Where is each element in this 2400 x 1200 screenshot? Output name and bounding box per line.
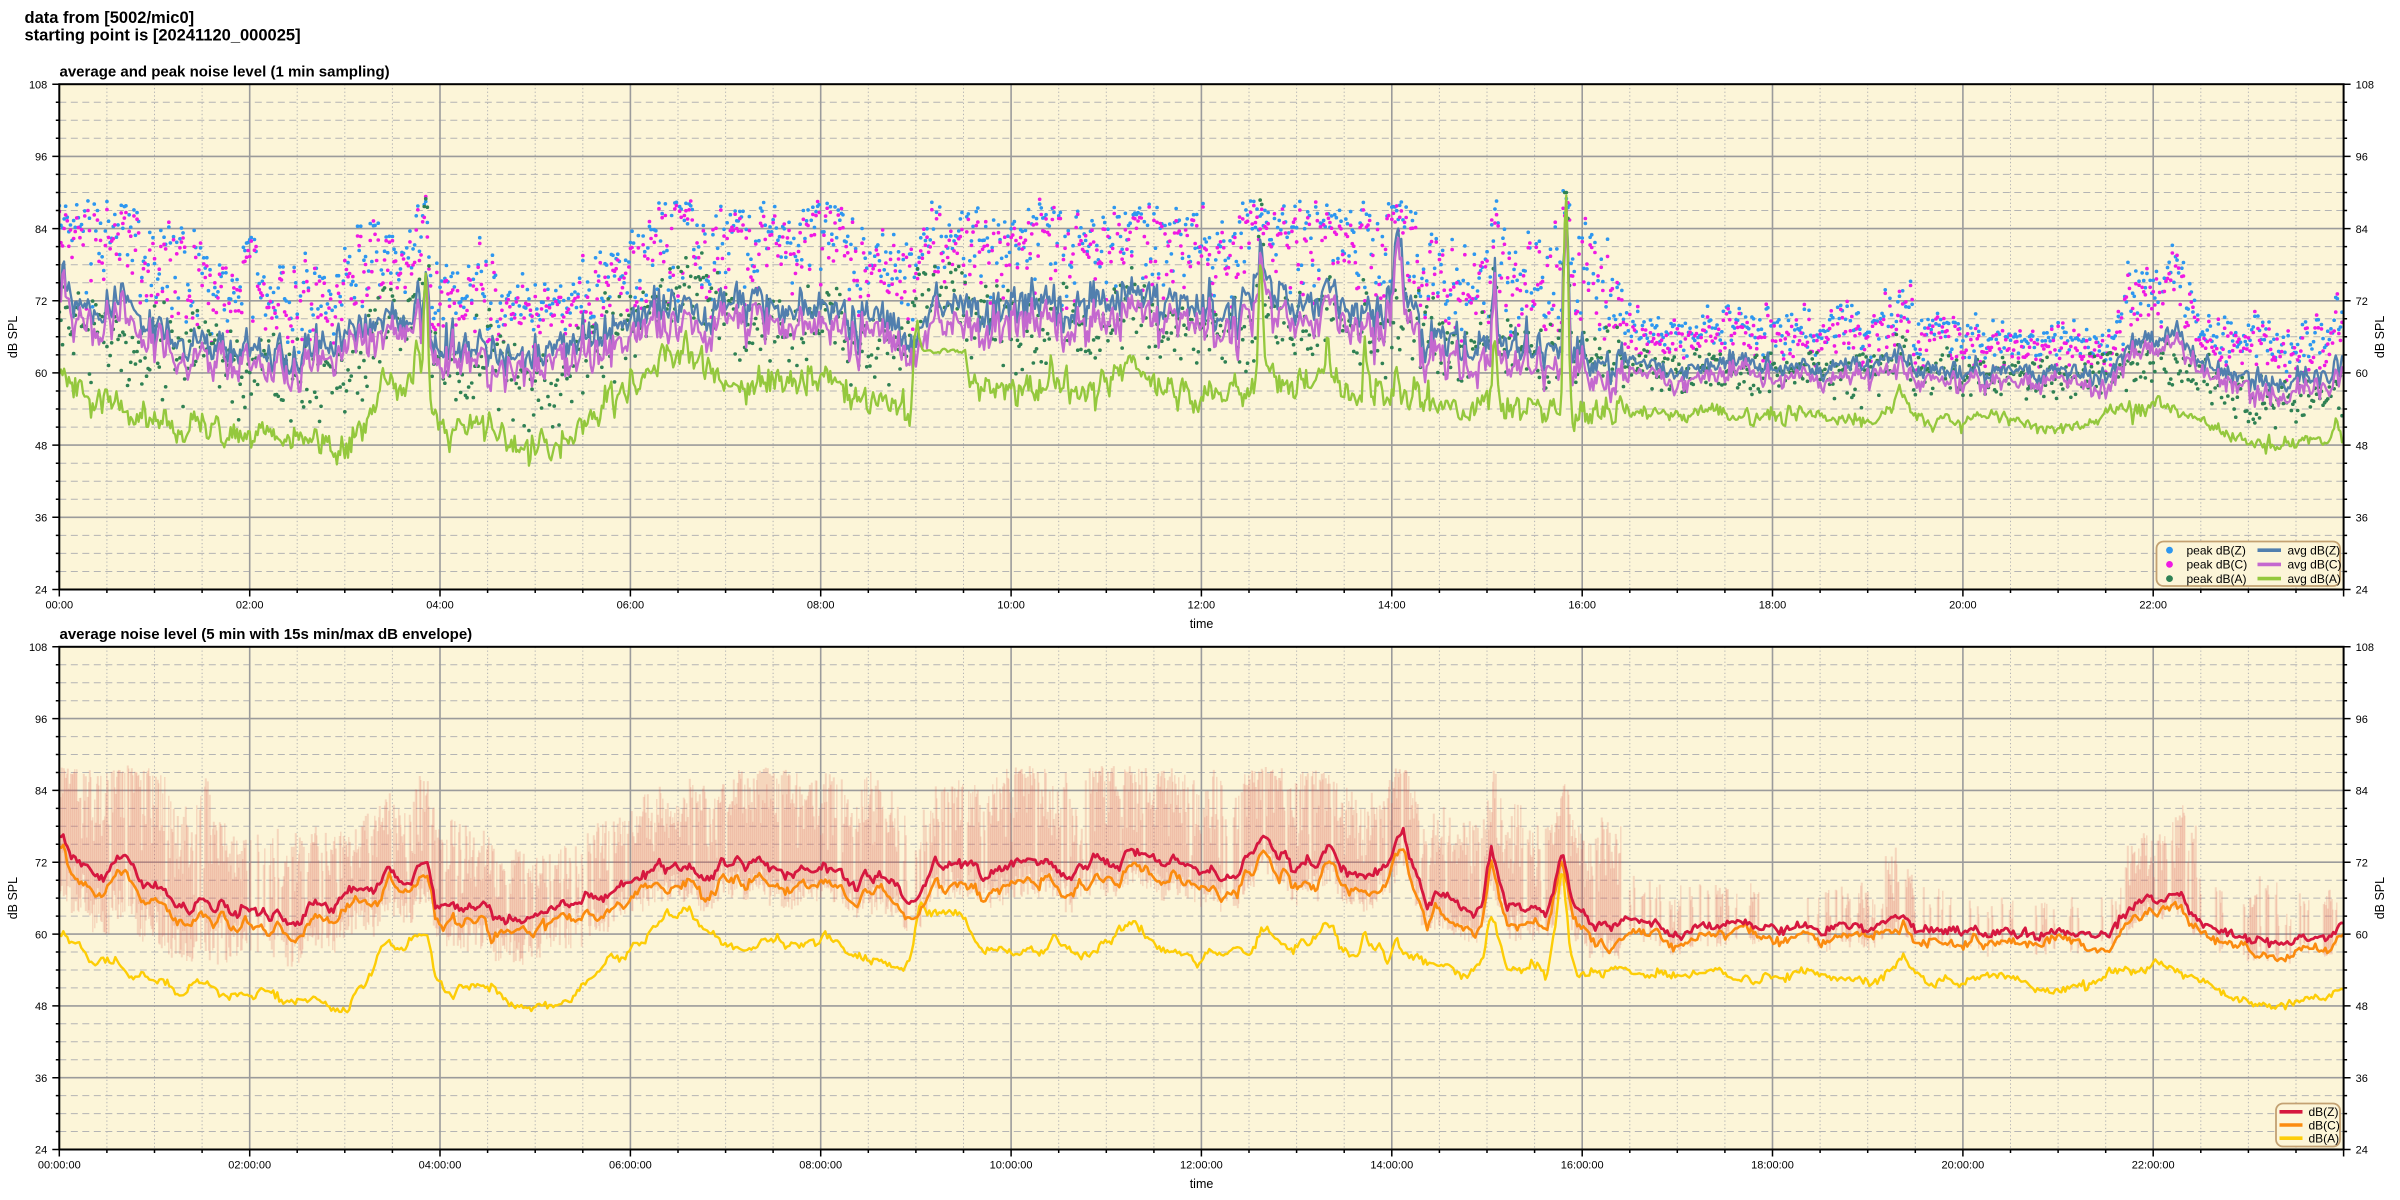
svg-text:10:00: 10:00 [997,600,1025,612]
svg-text:dB SPL: dB SPL [2373,316,2387,358]
svg-text:time: time [1190,617,1214,631]
svg-text:60: 60 [2356,929,2368,941]
svg-text:avg dB(Z): avg dB(Z) [2288,544,2341,558]
svg-text:02:00: 02:00 [236,600,264,612]
svg-text:22:00: 22:00 [2139,600,2167,612]
svg-text:60: 60 [35,368,47,380]
svg-text:84: 84 [35,224,47,236]
svg-text:96: 96 [35,714,47,726]
svg-text:36: 36 [35,1073,47,1085]
svg-text:14:00:00: 14:00:00 [1370,1160,1413,1172]
svg-text:dB SPL: dB SPL [6,877,20,919]
svg-text:108: 108 [2356,79,2374,91]
svg-text:08:00:00: 08:00:00 [799,1160,842,1172]
svg-text:00:00: 00:00 [46,600,74,612]
svg-text:time: time [1190,1177,1214,1191]
svg-text:08:00: 08:00 [807,600,835,612]
svg-text:72: 72 [35,296,47,308]
svg-text:average and peak noise level (: average and peak noise level (1 min samp… [60,64,390,81]
svg-text:24: 24 [2356,585,2368,597]
svg-text:02:00:00: 02:00:00 [228,1160,271,1172]
svg-text:00:00:00: 00:00:00 [38,1160,81,1172]
svg-text:24: 24 [2356,1145,2368,1157]
svg-text:96: 96 [35,152,47,164]
svg-text:avg dB(A): avg dB(A) [2288,572,2341,586]
svg-text:06:00:00: 06:00:00 [609,1160,652,1172]
svg-text:84: 84 [2356,786,2368,798]
svg-text:18:00:00: 18:00:00 [1751,1160,1794,1172]
svg-text:96: 96 [2356,152,2368,164]
svg-text:16:00: 16:00 [1568,600,1596,612]
svg-text:48: 48 [2356,440,2368,452]
svg-text:48: 48 [35,1001,47,1013]
svg-text:16:00:00: 16:00:00 [1561,1160,1604,1172]
svg-text:dB(C): dB(C) [2309,1118,2340,1132]
svg-text:36: 36 [35,513,47,525]
svg-text:peak dB(C): peak dB(C) [2187,558,2248,572]
svg-text:84: 84 [2356,224,2368,236]
svg-text:60: 60 [2356,368,2368,380]
svg-text:24: 24 [35,1145,47,1157]
svg-text:dB(Z): dB(Z) [2309,1105,2339,1119]
svg-text:06:00: 06:00 [617,600,645,612]
svg-text:04:00:00: 04:00:00 [419,1160,462,1172]
svg-text:20:00:00: 20:00:00 [1941,1160,1984,1172]
svg-text:84: 84 [35,786,47,798]
svg-text:dB SPL: dB SPL [6,316,20,358]
svg-text:48: 48 [35,440,47,452]
svg-text:108: 108 [29,642,47,654]
svg-text:20:00: 20:00 [1949,600,1977,612]
svg-text:24: 24 [35,585,47,597]
svg-text:18:00: 18:00 [1759,600,1787,612]
svg-text:14:00: 14:00 [1378,600,1406,612]
svg-text:108: 108 [2356,642,2374,654]
svg-text:72: 72 [35,857,47,869]
svg-text:12:00: 12:00 [1188,600,1216,612]
svg-text:12:00:00: 12:00:00 [1180,1160,1223,1172]
svg-text:dB SPL: dB SPL [2373,877,2387,919]
svg-text:dB(A): dB(A) [2309,1132,2340,1146]
svg-text:peak dB(Z): peak dB(Z) [2187,544,2246,558]
svg-text:starting point is [20241120_00: starting point is [20241120_000025] [25,27,301,45]
svg-text:108: 108 [29,79,47,91]
svg-text:04:00: 04:00 [426,600,454,612]
svg-text:36: 36 [2356,513,2368,525]
svg-text:60: 60 [35,929,47,941]
svg-text:average noise level (5 min wit: average noise level (5 min with 15s min/… [60,626,473,643]
svg-text:72: 72 [2356,296,2368,308]
svg-text:96: 96 [2356,714,2368,726]
svg-text:36: 36 [2356,1073,2368,1085]
svg-text:10:00:00: 10:00:00 [990,1160,1033,1172]
svg-text:data from [5002/mic0]: data from [5002/mic0] [25,9,195,27]
svg-text:48: 48 [2356,1001,2368,1013]
svg-text:avg dB(C): avg dB(C) [2288,558,2342,572]
svg-text:peak dB(A): peak dB(A) [2187,572,2247,586]
svg-text:22:00:00: 22:00:00 [2132,1160,2175,1172]
svg-text:72: 72 [2356,857,2368,869]
